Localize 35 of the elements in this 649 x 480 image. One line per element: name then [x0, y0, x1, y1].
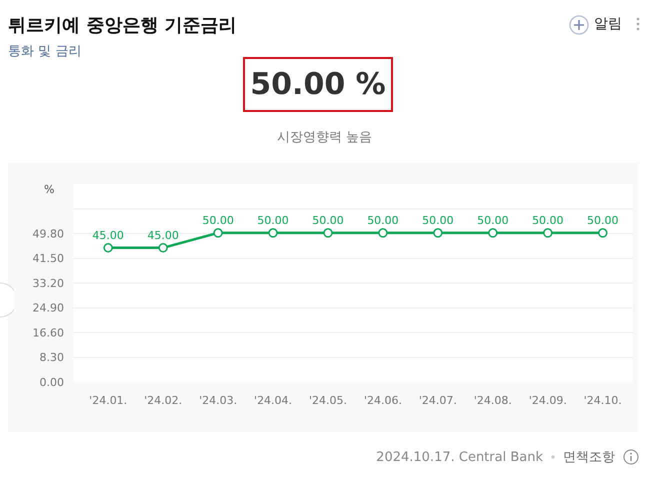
y-tick-label: 8.30 [40, 351, 64, 364]
data-label: 50.00 [202, 214, 234, 228]
y-tick-label: 24.90 [32, 302, 64, 315]
text: 알림 [594, 15, 622, 33]
data-label: 50.00 [257, 214, 289, 228]
data-label: 50.00 [367, 214, 399, 228]
text: 50.00 % [243, 57, 393, 112]
text: 2024.10.17. Central Bank [376, 450, 543, 464]
y-axis-title: % [44, 183, 54, 196]
y-tick-label: 33.20 [32, 276, 64, 290]
x-tick-label: '24.04. [254, 394, 292, 407]
y-tick-label: 49.80 [32, 227, 64, 240]
data-label: 50.00 [312, 214, 344, 228]
x-tick-label: '24.02. [144, 394, 182, 407]
text: 면책조항 [563, 449, 615, 466]
x-tick-label: '24.06. [364, 394, 402, 407]
x-tick-label: '24.07. [418, 394, 457, 407]
x-tick-label: '24.09. [528, 394, 567, 407]
data-label: 50.00 [422, 214, 454, 228]
x-tick-label: '24.05. [308, 394, 348, 407]
data-label: 45.00 [92, 229, 124, 242]
x-tick-label: '24.08. [474, 394, 512, 407]
x-tick-label: '24.01. [89, 394, 128, 407]
chart-subtitle: 통화 및 금리 [8, 43, 82, 60]
data-label: 45.00 [147, 229, 179, 242]
x-tick-label: '24.03. [199, 394, 238, 407]
chart-title: 튀르키예 중앙은행 기준금리 [8, 14, 237, 37]
text: 시장영향력 높음 [276, 129, 374, 146]
data-label: 50.00 [587, 214, 619, 228]
data-label: 50.00 [532, 214, 564, 228]
y-tick-label: 41.50 [32, 252, 64, 266]
y-tick-label: 16.60 [32, 326, 64, 340]
x-tick-label: '24.10. [584, 394, 622, 407]
data-label: 50.00 [477, 214, 509, 228]
y-tick-label: 0.00 [40, 376, 64, 389]
